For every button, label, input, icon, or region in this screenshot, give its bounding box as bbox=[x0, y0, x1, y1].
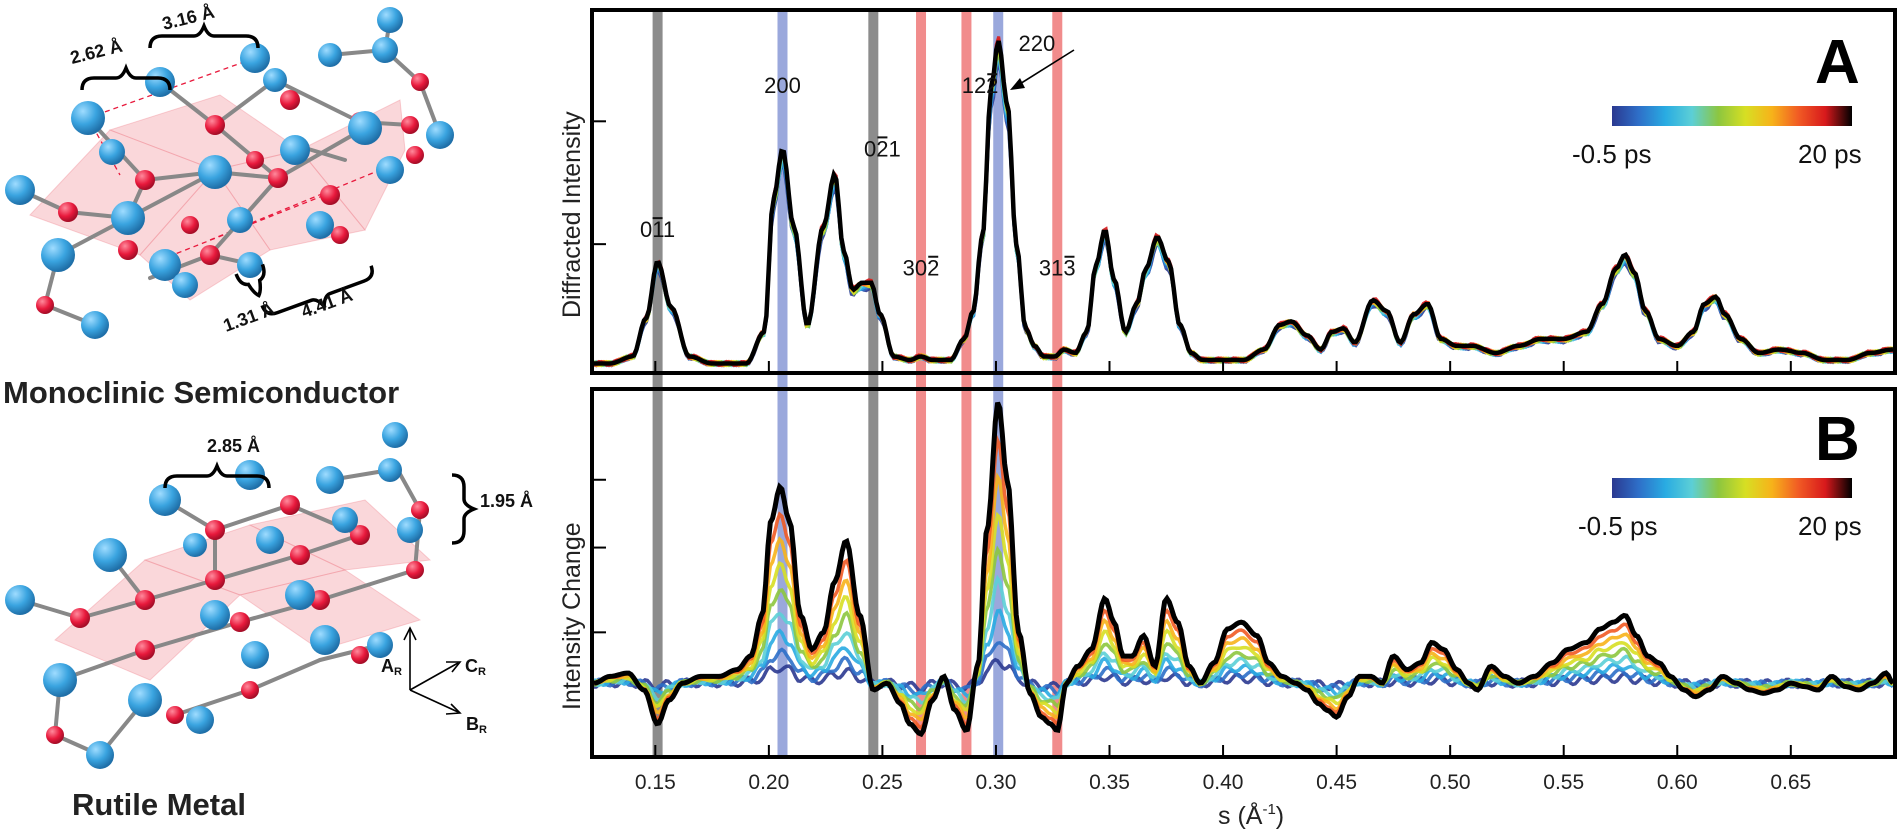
brace-4-41 bbox=[260, 265, 374, 316]
panel-label-b: B bbox=[1815, 405, 1860, 474]
x-tick-label: 0.30 bbox=[976, 771, 1017, 794]
peak-label-021: 021 bbox=[864, 136, 901, 161]
y-axis-label-a: Diffracted Intensity bbox=[558, 111, 586, 318]
brace-2-85 bbox=[163, 461, 271, 489]
monoclinic-oxygen-atoms bbox=[36, 73, 429, 314]
panel-b-series-20ps bbox=[593, 401, 1895, 738]
series-panel-a bbox=[593, 36, 1894, 368]
x-tick-label: 0.50 bbox=[1430, 771, 1471, 794]
rutile-distance-labels: 2.85 Å 1.95 Å bbox=[163, 436, 533, 545]
brace-1-31 bbox=[234, 263, 266, 298]
peak-label-220: 220 bbox=[1018, 31, 1055, 56]
structure-illustrations: 2.62 Å 3.16 Å 1.31 Å 4.41 Å Monoclinic S… bbox=[3, 2, 533, 822]
axis-label-b: BR bbox=[466, 714, 487, 736]
monoclinic-title: Monoclinic Semiconductor bbox=[3, 375, 399, 410]
distance-label-2-85: 2.85 Å bbox=[207, 436, 260, 456]
reflection-line-0 bbox=[652, 12, 663, 757]
rutile-oxygen-atoms bbox=[46, 495, 429, 744]
x-tick-label: 0.55 bbox=[1543, 771, 1584, 794]
reflection-line-1 bbox=[777, 12, 788, 757]
colorbar-a-max-label: 20 ps bbox=[1798, 139, 1862, 169]
brace-1-95 bbox=[451, 473, 479, 545]
distance-label-1-95: 1.95 Å bbox=[480, 491, 533, 511]
brace-3-16 bbox=[148, 21, 260, 49]
colorbar-b bbox=[1612, 478, 1852, 498]
peak-label-122: 122 bbox=[962, 73, 999, 98]
peak-220-arrow-shaft bbox=[1014, 49, 1075, 88]
peak-label-200: 200 bbox=[764, 73, 801, 98]
x-tick-label: 0.15 bbox=[635, 771, 676, 794]
colorbar-a-min-label: -0.5 ps bbox=[1572, 139, 1652, 169]
rutile-title: Rutile Metal bbox=[72, 787, 246, 822]
reflection-line-6 bbox=[1052, 12, 1063, 757]
reflection-lines bbox=[652, 12, 1063, 757]
reflection-line-5 bbox=[993, 12, 1004, 757]
reflection-line-4 bbox=[961, 12, 972, 757]
rutile-octahedra bbox=[54, 499, 432, 681]
panel-b-frame bbox=[590, 387, 1897, 759]
x-tick-label: 0.25 bbox=[862, 771, 903, 794]
crystal-axes bbox=[403, 626, 462, 715]
y-axis-label-b: Intensity Change bbox=[558, 522, 586, 710]
x-tick-label: 0.65 bbox=[1770, 771, 1811, 794]
rutile-structure: 2.85 Å 1.95 Å AR CR BR bbox=[5, 422, 533, 769]
panel-a-series-20ps bbox=[594, 40, 1894, 366]
x-tick-label: 0.40 bbox=[1203, 771, 1244, 794]
colorbar-b-min-label: -0.5 ps bbox=[1578, 511, 1658, 541]
series-panel-b bbox=[592, 401, 1895, 738]
brace-2-62 bbox=[80, 63, 172, 91]
x-tick-label: 0.35 bbox=[1089, 771, 1130, 794]
panel-label-a: A bbox=[1815, 28, 1860, 97]
peak-label-011: 011 bbox=[640, 217, 675, 242]
reflection-line-2 bbox=[868, 12, 879, 757]
x-tick-label: 0.60 bbox=[1657, 771, 1698, 794]
peak-label-313: 313 bbox=[1039, 256, 1076, 281]
peak-label-302: 302 bbox=[903, 256, 940, 281]
x-tick-label: 0.20 bbox=[748, 771, 789, 794]
axis-label-c: CR bbox=[465, 656, 486, 678]
peak-220-arrowhead bbox=[1010, 78, 1025, 90]
panel-a-frame bbox=[590, 8, 1897, 375]
monoclinic-structure: 2.62 Å 3.16 Å 1.31 Å 4.41 Å bbox=[5, 2, 454, 339]
colorbar-a bbox=[1612, 106, 1852, 126]
colorbar-b-max-label: 20 ps bbox=[1798, 511, 1862, 541]
x-tick-label: 0.45 bbox=[1316, 771, 1357, 794]
monoclinic-vanadium-atoms bbox=[5, 7, 454, 339]
x-axis-label: s (Å-1) bbox=[1218, 800, 1284, 830]
reflection-line-3 bbox=[916, 12, 927, 757]
axis-label-a: AR bbox=[381, 656, 402, 678]
